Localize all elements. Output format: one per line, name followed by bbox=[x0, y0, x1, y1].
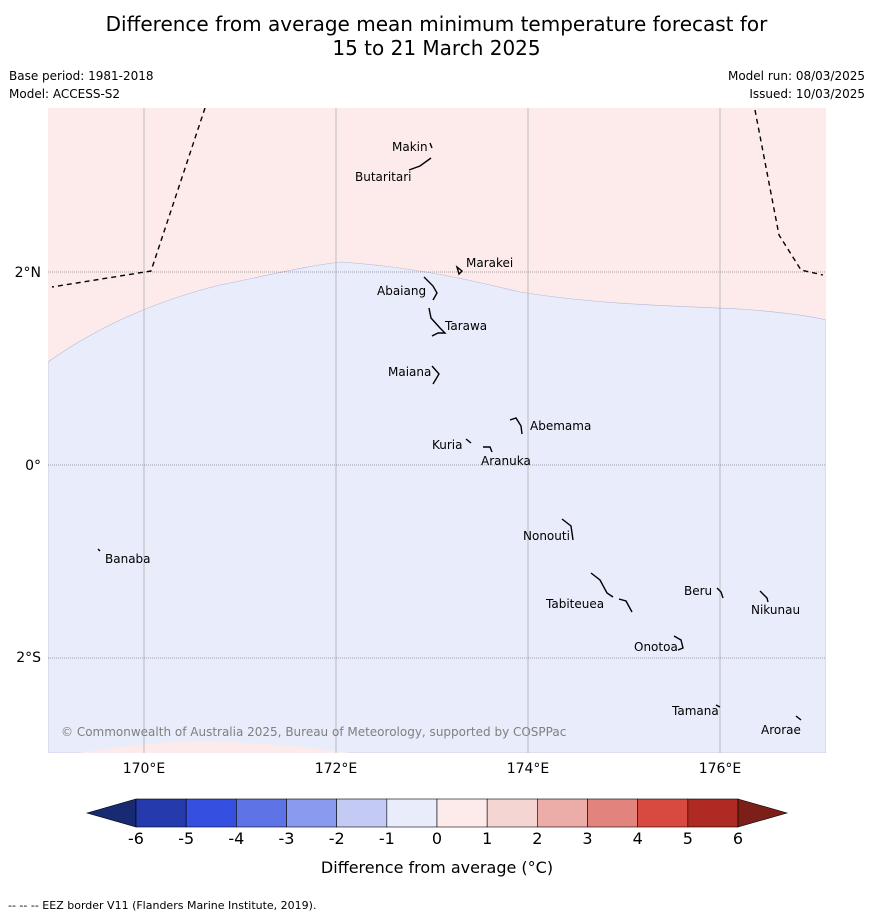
island-nikunau bbox=[759, 590, 769, 603]
cool-anomaly-region bbox=[48, 261, 826, 753]
island-marakei bbox=[455, 265, 464, 276]
colorbar-tick-label: -5 bbox=[178, 829, 194, 848]
colorbar-tick-label: 1 bbox=[482, 829, 492, 848]
island-maiana bbox=[431, 365, 440, 385]
island-outlines bbox=[97, 142, 802, 721]
colorbar-segment bbox=[286, 798, 337, 828]
colorbar-segment bbox=[486, 798, 538, 828]
island-tabiteuea-north bbox=[590, 572, 614, 598]
colorbar-segment bbox=[386, 798, 438, 828]
colorbar-segments bbox=[135, 798, 739, 828]
model-name: Model: ACCESS-S2 bbox=[9, 87, 121, 101]
colorbar-tick-label: 6 bbox=[733, 829, 743, 848]
label-onotoa: Onotoa bbox=[634, 640, 678, 654]
colorbar-segment bbox=[135, 798, 187, 828]
place-labels: Makin Butaritari Marakei Abaiang Tarawa … bbox=[105, 140, 801, 737]
lon-label-170e: 170°E bbox=[123, 761, 166, 777]
colorbar-segment bbox=[185, 798, 237, 828]
label-tabiteuea: Tabiteuea bbox=[545, 597, 604, 611]
label-beru: Beru bbox=[684, 584, 712, 598]
island-beru bbox=[716, 587, 724, 599]
colorbar-segment bbox=[336, 798, 388, 828]
colorbar-tick-label: -3 bbox=[279, 829, 295, 848]
copyright-notice: © Commonwealth of Australia 2025, Bureau… bbox=[61, 725, 566, 739]
label-tamana: Tamana bbox=[671, 704, 719, 718]
colorbar-tick-label: 4 bbox=[633, 829, 643, 848]
colorbar-segment bbox=[587, 798, 638, 828]
colorbar-extend-low bbox=[85, 798, 137, 828]
island-tarawa bbox=[428, 307, 447, 337]
title-line-1: Difference from average mean minimum tem… bbox=[105, 12, 768, 36]
warm-anomaly-patch-south bbox=[80, 741, 350, 753]
island-arorae bbox=[795, 715, 802, 721]
eez-border-east bbox=[754, 109, 824, 276]
colorbar-segment bbox=[236, 798, 287, 828]
colorbar-segment bbox=[687, 798, 739, 828]
label-butaritari: Butaritari bbox=[355, 170, 412, 184]
lat-label-0: 0° bbox=[25, 458, 41, 474]
eez-border-west bbox=[51, 108, 206, 288]
label-arorae: Arorae bbox=[761, 723, 801, 737]
island-makin bbox=[429, 142, 433, 149]
label-nonouti: Nonouti bbox=[523, 529, 570, 543]
map-panel: Makin Butaritari Marakei Abaiang Tarawa … bbox=[48, 108, 826, 753]
island-abemama bbox=[509, 417, 523, 435]
island-nonouti bbox=[561, 518, 574, 541]
label-abemama: Abemama bbox=[530, 419, 591, 433]
colorbar-tick-label: 2 bbox=[532, 829, 542, 848]
colorbar-segment bbox=[436, 798, 488, 828]
issued-date: Issued: 10/03/2025 bbox=[749, 87, 865, 101]
lat-label-2n: 2°N bbox=[15, 265, 41, 281]
label-makin: Makin bbox=[392, 140, 428, 154]
colorbar: -6 -5 -4 -3 -2 -1 0 1 2 3 4 5 6 Difference from aver… bbox=[85, 798, 789, 877]
label-kuria: Kuria bbox=[432, 438, 463, 452]
title-line-2: 15 to 21 March 2025 bbox=[332, 36, 541, 60]
island-kuria bbox=[465, 438, 472, 444]
label-maiana: Maiana bbox=[388, 365, 431, 379]
model-run: Model run: 08/03/2025 bbox=[727, 69, 865, 83]
island-aranuka bbox=[483, 446, 493, 453]
label-banaba: Banaba bbox=[105, 552, 151, 566]
base-period: Base period: 1981-2018 bbox=[9, 69, 154, 83]
island-tabiteuea-south bbox=[618, 598, 633, 613]
island-banaba bbox=[97, 548, 101, 552]
island-abaiang bbox=[423, 276, 438, 301]
colorbar-segment bbox=[537, 798, 588, 828]
eez-footnote: -- -- -- EEZ border V11 (Flanders Marine… bbox=[8, 899, 317, 912]
colorbar-tick-label: 5 bbox=[683, 829, 693, 848]
colorbar-segment bbox=[637, 798, 689, 828]
island-tamana bbox=[715, 704, 721, 708]
label-nikunau: Nikunau bbox=[751, 603, 800, 617]
colorbar-tick-label: 3 bbox=[582, 829, 592, 848]
label-marakei: Marakei bbox=[466, 256, 513, 270]
colorbar-tick-label: -4 bbox=[228, 829, 244, 848]
lon-label-176e: 176°E bbox=[699, 761, 742, 777]
lon-label-174e: 174°E bbox=[507, 761, 550, 777]
colorbar-label: Difference from average (°C) bbox=[321, 858, 553, 877]
colorbar-tick-label: -1 bbox=[379, 829, 395, 848]
colorbar-extend-high bbox=[737, 798, 789, 828]
lon-label-172e: 172°E bbox=[315, 761, 358, 777]
forecast-map: Makin Butaritari Marakei Abaiang Tarawa … bbox=[15, 108, 826, 877]
island-onotoa bbox=[673, 635, 684, 651]
island-butaritari bbox=[408, 157, 432, 171]
lat-label-2s: 2°S bbox=[16, 650, 41, 666]
colorbar-tick-label: -2 bbox=[329, 829, 345, 848]
colorbar-tick-label: 0 bbox=[432, 829, 442, 848]
label-tarawa: Tarawa bbox=[444, 319, 487, 333]
colorbar-ticks: -6 -5 -4 -3 -2 -1 0 1 2 3 4 5 6 bbox=[128, 829, 743, 848]
lat-lon-labels: 170°E 172°E 174°E 176°E 2°N 0° 2°S bbox=[15, 265, 742, 777]
colorbar-tick-label: -6 bbox=[128, 829, 144, 848]
label-aranuka: Aranuka bbox=[481, 454, 531, 468]
label-abaiang: Abaiang bbox=[377, 284, 426, 298]
